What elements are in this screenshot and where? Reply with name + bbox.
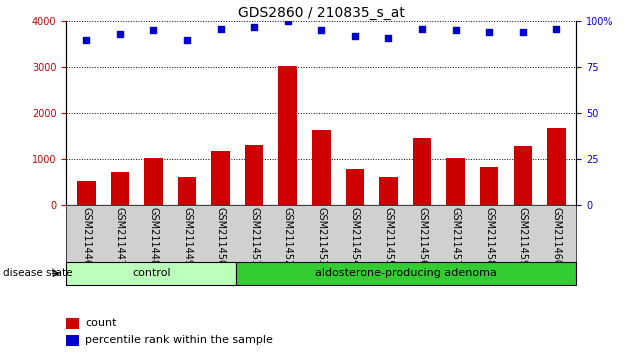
Point — [149, 28, 159, 33]
Text: disease state: disease state — [3, 268, 72, 279]
Title: GDS2860 / 210835_s_at: GDS2860 / 210835_s_at — [238, 6, 404, 20]
Point — [384, 35, 394, 41]
Bar — [144, 158, 163, 205]
Point — [115, 31, 125, 37]
Bar — [211, 152, 230, 205]
Text: GSM211452: GSM211452 — [283, 207, 293, 266]
Bar — [447, 158, 465, 205]
Point — [518, 29, 528, 35]
Point — [249, 24, 259, 30]
Bar — [66, 318, 79, 329]
Bar — [66, 335, 79, 346]
Bar — [278, 66, 297, 205]
Text: GSM211448: GSM211448 — [149, 207, 158, 266]
Point — [450, 28, 461, 33]
Bar — [413, 138, 432, 205]
Text: GSM211451: GSM211451 — [249, 207, 259, 266]
Point — [283, 18, 293, 24]
Point — [215, 26, 226, 32]
Point — [350, 33, 360, 39]
Bar — [379, 177, 398, 205]
Bar — [513, 146, 532, 205]
Text: GSM211446: GSM211446 — [81, 207, 91, 266]
Bar — [245, 145, 263, 205]
Text: GSM211455: GSM211455 — [384, 207, 394, 266]
Point — [316, 28, 326, 33]
Bar — [312, 130, 331, 205]
Text: GSM211457: GSM211457 — [450, 207, 461, 266]
Text: GSM211447: GSM211447 — [115, 207, 125, 266]
Bar — [66, 262, 236, 285]
Text: percentile rank within the sample: percentile rank within the sample — [85, 335, 273, 345]
Point — [81, 37, 91, 42]
Bar — [480, 167, 498, 205]
Text: GSM211459: GSM211459 — [518, 207, 528, 266]
Bar — [178, 177, 196, 205]
Text: aldosterone-producing adenoma: aldosterone-producing adenoma — [316, 268, 497, 279]
Text: GSM211450: GSM211450 — [215, 207, 226, 266]
Bar — [547, 128, 566, 205]
Point — [551, 26, 561, 32]
Text: GSM211449: GSM211449 — [182, 207, 192, 266]
Text: GSM211460: GSM211460 — [551, 207, 561, 266]
Text: GSM211458: GSM211458 — [484, 207, 494, 266]
Text: GSM211454: GSM211454 — [350, 207, 360, 266]
Bar — [236, 262, 576, 285]
Bar — [346, 169, 364, 205]
Point — [182, 37, 192, 42]
Bar — [77, 181, 96, 205]
Point — [417, 26, 427, 32]
Text: control: control — [132, 268, 171, 279]
Text: GSM211456: GSM211456 — [417, 207, 427, 266]
Text: GSM211453: GSM211453 — [316, 207, 326, 266]
Point — [484, 29, 494, 35]
Text: count: count — [85, 318, 117, 328]
Bar — [111, 172, 129, 205]
